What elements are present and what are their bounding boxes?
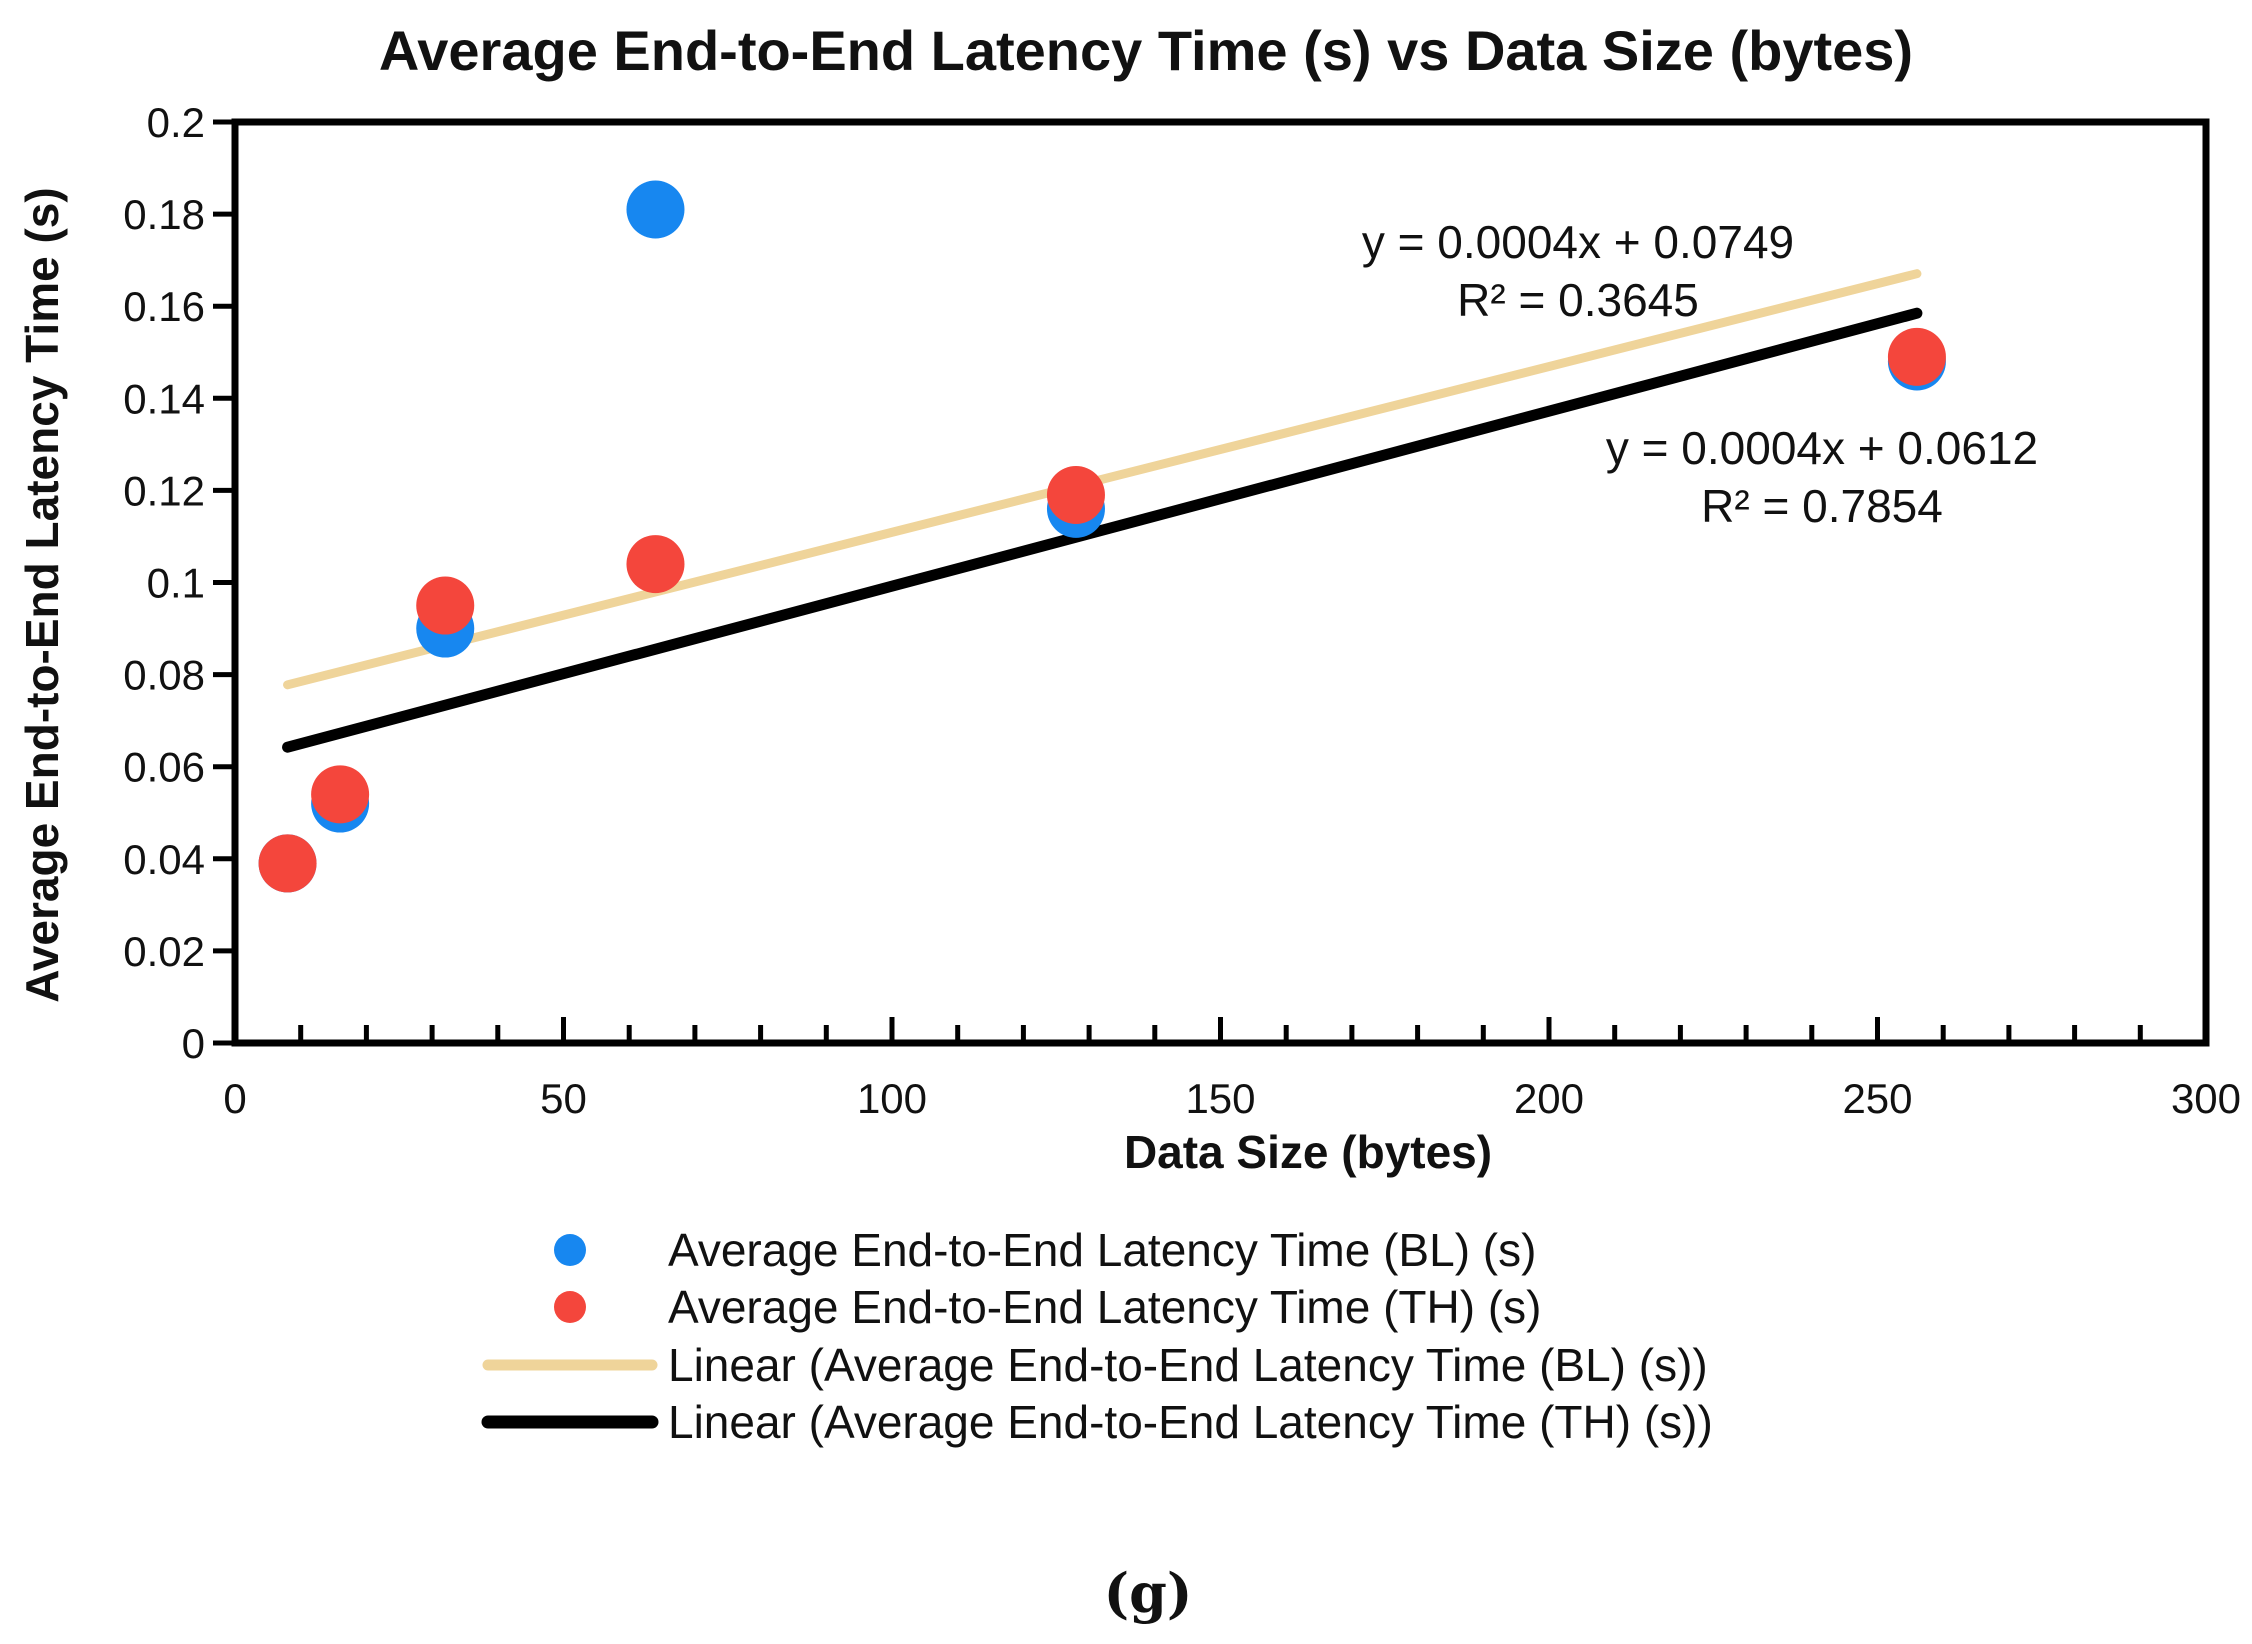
x-tick-label: 300 — [2171, 1075, 2241, 1122]
y-tick-label: 0.02 — [123, 928, 205, 975]
figure-caption: (g) — [1104, 1561, 1193, 1625]
y-tick-label: 0.12 — [123, 467, 205, 514]
legend-label-bl-trend: Linear (Average End-to-End Latency Time … — [668, 1339, 1708, 1391]
trendline-bl — [283, 269, 1922, 690]
data-point-th — [311, 765, 370, 824]
y-tick-label: 0.14 — [123, 375, 205, 422]
y-tick-label: 0.1 — [147, 560, 205, 607]
y-tick-label: 0.18 — [123, 191, 205, 238]
data-points — [258, 180, 1946, 893]
data-point-th — [416, 576, 475, 635]
trendlines — [282, 269, 1923, 753]
x-tick-label: 250 — [1842, 1075, 1912, 1122]
y-tick-label: 0.2 — [147, 99, 205, 146]
x-tick-label: 100 — [857, 1075, 927, 1122]
y-tick-label: 0.06 — [123, 744, 205, 791]
y-axis-title: Average End-to-End Latency Time (s) — [16, 187, 68, 1002]
y-tick-label: 0 — [182, 1020, 205, 1067]
legend-label-bl: Average End-to-End Latency Time (BL) (s) — [668, 1224, 1536, 1276]
legend-label-th: Average End-to-End Latency Time (TH) (s) — [668, 1281, 1541, 1333]
legend: Average End-to-End Latency Time (BL) (s)… — [481, 1224, 1713, 1448]
y-tick-label: 0.16 — [123, 283, 205, 330]
y-tick-label: 0.04 — [123, 836, 205, 883]
data-point-th — [1046, 466, 1105, 525]
legend-marker-bl — [554, 1234, 586, 1266]
trendline-bl-equation: y = 0.0004x + 0.0749 — [1362, 216, 1794, 268]
trendline-th-r2: R² = 0.7854 — [1701, 480, 1943, 532]
x-tick-label: 150 — [1185, 1075, 1255, 1122]
legend-label-th-trend: Linear (Average End-to-End Latency Time … — [668, 1396, 1713, 1448]
x-tick-label: 200 — [1514, 1075, 1584, 1122]
chart-title: Average End-to-End Latency Time (s) vs D… — [379, 19, 1913, 82]
data-point-th — [626, 535, 685, 594]
trendline-th-equation: y = 0.0004x + 0.0612 — [1606, 422, 2038, 474]
axes: 0 0.02 0.04 0.06 0.08 0.1 0.12 0.14 0.16 0.18 0.2 0… — [123, 99, 2241, 1122]
legend-marker-th — [554, 1291, 586, 1323]
y-tick-label: 0.08 — [123, 652, 205, 699]
data-point-th — [258, 834, 317, 893]
data-point-th — [1887, 327, 1946, 386]
trendline-th — [282, 307, 1923, 753]
plot-frame — [231, 118, 2210, 1047]
x-tick-label: 50 — [540, 1075, 587, 1122]
x-tick-label: 0 — [223, 1075, 246, 1122]
x-axis-title: Data Size (bytes) — [1124, 1126, 1492, 1178]
data-point-bl — [626, 180, 685, 239]
trendline-bl-r2: R² = 0.3645 — [1457, 274, 1699, 326]
